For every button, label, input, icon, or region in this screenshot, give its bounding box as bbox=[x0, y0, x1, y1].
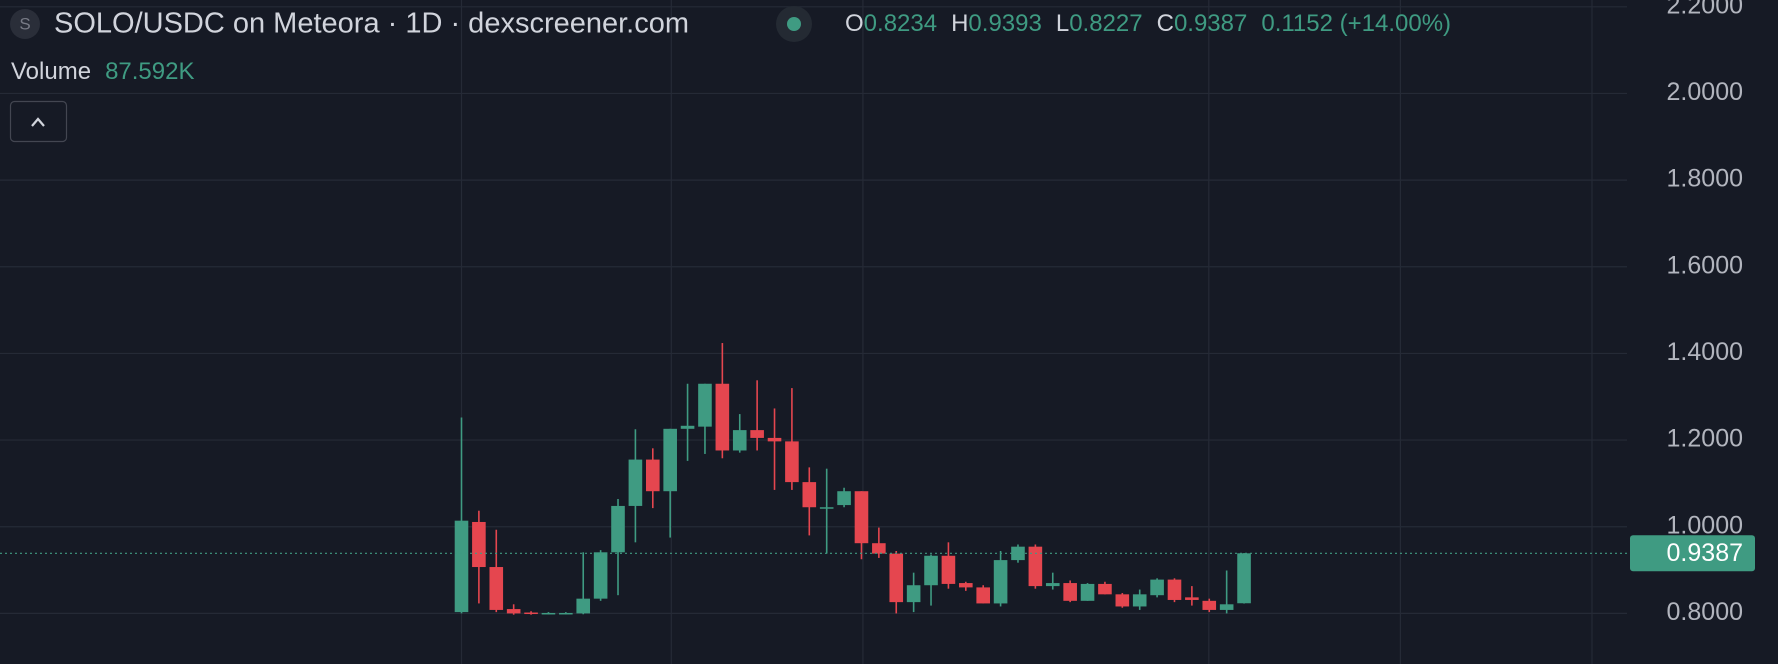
candle-body bbox=[524, 612, 538, 615]
volume-legend: Volume 87.592K bbox=[11, 58, 194, 85]
candle-body bbox=[593, 552, 608, 599]
price-grid: 0.8000 1.0000 1.2000 1.4000 1.6000 1.8000 2.00… bbox=[0, 0, 1743, 626]
candle-body bbox=[1167, 579, 1182, 600]
close-label: C bbox=[1157, 10, 1174, 37]
low-value: 0.8227 bbox=[1069, 10, 1142, 37]
y-tick-label: 1.6000 bbox=[1667, 251, 1743, 279]
candle-body bbox=[541, 612, 556, 615]
candle-body bbox=[837, 491, 851, 506]
close-value: 0.9387 bbox=[1174, 10, 1247, 37]
y-tick-label: 1.0000 bbox=[1667, 511, 1743, 539]
candle-body bbox=[854, 491, 869, 544]
y-tick-label: 1.4000 bbox=[1667, 338, 1743, 366]
candle-body bbox=[1011, 546, 1025, 561]
candle-body bbox=[454, 520, 469, 613]
candle-body bbox=[1098, 583, 1112, 595]
candle-body bbox=[976, 587, 990, 604]
candle-body bbox=[1237, 553, 1251, 604]
candle-body bbox=[924, 555, 938, 586]
last-price-label: 0.9387 bbox=[1667, 539, 1743, 567]
last-price-tag bbox=[1630, 535, 1755, 572]
volume-label: Volume bbox=[11, 58, 91, 85]
y-tick-label: 2.2000 bbox=[1667, 0, 1743, 19]
collapse-button[interactable] bbox=[9, 100, 68, 143]
candle-body bbox=[628, 459, 643, 506]
chart-title: SOLO/USDC on Meteora · 1D · dexscreener.… bbox=[54, 8, 689, 40]
candle-body bbox=[1063, 583, 1077, 601]
overlay: 0.9387 bbox=[0, 535, 1755, 572]
candles bbox=[454, 343, 1251, 615]
candle-body bbox=[645, 459, 660, 492]
collapse-icon bbox=[31, 117, 45, 127]
candle-body bbox=[750, 430, 764, 438]
candle-body bbox=[785, 441, 799, 483]
candle-body bbox=[959, 583, 973, 588]
candle-body bbox=[576, 598, 591, 614]
y-tick-label: 1.8000 bbox=[1667, 165, 1743, 193]
candle-body bbox=[698, 383, 712, 427]
y-tick-label: 2.0000 bbox=[1667, 78, 1743, 106]
candle-body bbox=[715, 383, 730, 451]
candle-body bbox=[819, 507, 834, 509]
y-tick-label: 1.2000 bbox=[1667, 425, 1743, 453]
candle-body bbox=[802, 482, 817, 508]
candle-body bbox=[941, 555, 956, 584]
candle-body bbox=[1150, 579, 1164, 596]
symbol-icon-letter: S bbox=[19, 14, 30, 33]
ohlc-legend: O0.8234 H0.9393 L0.8227 C0.9387 0.1152 (+14.… bbox=[845, 10, 1451, 37]
candle-body bbox=[1202, 600, 1217, 610]
candle-body bbox=[506, 609, 521, 614]
candle-body bbox=[489, 567, 504, 610]
candle-body bbox=[1115, 594, 1130, 607]
candle-body bbox=[732, 430, 747, 451]
candle-body bbox=[889, 553, 904, 603]
change-value: 0.1152 (+14.00%) bbox=[1261, 10, 1451, 37]
candle-body bbox=[1132, 594, 1147, 607]
low-label: L bbox=[1056, 10, 1069, 37]
open-value: 0.8234 bbox=[864, 10, 937, 37]
symbol-icon bbox=[10, 9, 40, 39]
candle-body bbox=[1028, 546, 1043, 587]
volume-value: 87.592K bbox=[105, 58, 194, 85]
open-label: O bbox=[845, 10, 864, 37]
high-value: 0.9393 bbox=[968, 10, 1041, 37]
candle-body bbox=[611, 505, 625, 553]
candle-body bbox=[1080, 583, 1095, 601]
candle-body bbox=[472, 521, 486, 568]
candle-body bbox=[872, 543, 886, 554]
candle-body bbox=[680, 425, 695, 429]
status-dot bbox=[787, 17, 801, 31]
candle-body bbox=[906, 585, 921, 603]
high-label: H bbox=[951, 10, 968, 37]
candle-body bbox=[993, 560, 1008, 604]
candle-body bbox=[1219, 604, 1234, 610]
candle-body bbox=[559, 612, 573, 615]
y-tick-label: 0.8000 bbox=[1667, 598, 1743, 626]
candle-body bbox=[1185, 597, 1199, 600]
candle-body bbox=[1045, 583, 1060, 587]
candle-body bbox=[767, 437, 782, 442]
candle-body bbox=[663, 428, 677, 492]
